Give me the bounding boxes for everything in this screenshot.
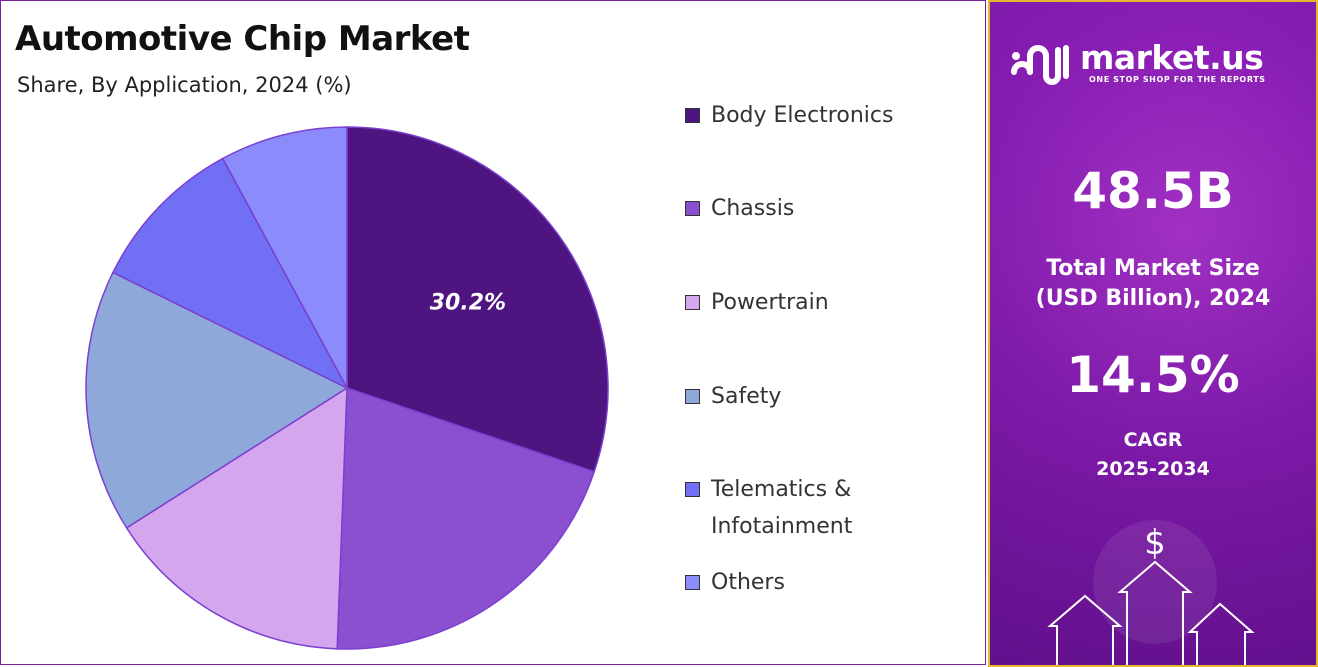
- market-size-value: 48.5B: [1072, 162, 1234, 220]
- legend-item-safety: Safety: [685, 378, 911, 415]
- pie-slice-chassis: [336, 386, 596, 650]
- legend-item-chassis: Chassis: [685, 190, 911, 227]
- pie-slice-powertrain: [125, 386, 348, 650]
- growth-decoration: $: [1047, 520, 1255, 665]
- chart-subtitle: Share, By Application, 2024 (%): [17, 73, 352, 97]
- legend-swatch: [685, 575, 700, 590]
- up-arrow-icon: [1047, 560, 1255, 665]
- panel-background-overlay: [990, 2, 1316, 665]
- market-summary-panel: market.us ONE STOP SHOP FOR THE REPORTS …: [988, 0, 1318, 667]
- legend-label: Telematics & Infotainment: [711, 477, 853, 539]
- pie-data-label: 30.2%: [430, 290, 506, 315]
- legend-label: Powertrain: [711, 290, 829, 315]
- legend-swatch: [685, 295, 700, 310]
- legend-swatch: [685, 201, 700, 216]
- legend-item-others: Others: [685, 564, 911, 601]
- pie-slice-telematics-infotainment: [111, 157, 349, 390]
- dollar-icon: $: [1144, 523, 1166, 563]
- brand-name: market.us: [1080, 38, 1264, 77]
- market-size-label-line2: (USD Billion), 2024: [1035, 286, 1271, 311]
- legend-swatch: [685, 389, 700, 404]
- market-size-label-line1: Total Market Size: [1046, 256, 1260, 281]
- legend-item-body-electronics: Body Electronics: [685, 97, 911, 134]
- chart-panel: 30.2% Automotive Chip Market Share, By A…: [0, 0, 986, 665]
- pie-chart: 30.2%: [85, 126, 609, 650]
- pie-slice-safety: [85, 271, 349, 529]
- cagr-label-line2: 2025-2034: [1096, 458, 1210, 480]
- legend-label: Chassis: [711, 196, 795, 221]
- legend-item-telematics-infotainment: Telematics & Infotainment: [685, 471, 911, 545]
- cagr-label-line1: CAGR: [1123, 429, 1183, 451]
- legend-item-powertrain: Powertrain: [685, 284, 911, 321]
- legend-label: Safety: [711, 384, 782, 409]
- pie-slice-others: [221, 126, 348, 389]
- chart-title: Automotive Chip Market: [15, 19, 470, 59]
- legend-label: Body Electronics: [711, 103, 894, 128]
- market-us-logo-icon: [1011, 45, 1069, 85]
- cagr-label: CAGR 2025-2034: [990, 426, 1316, 484]
- market-size-label: Total Market Size (USD Billion), 2024: [990, 254, 1316, 314]
- legend-swatch: [685, 108, 700, 123]
- brand-tagline: ONE STOP SHOP FOR THE REPORTS: [1089, 75, 1266, 84]
- legend-label: Others: [711, 570, 785, 595]
- legend-swatch: [685, 482, 700, 497]
- pie-slice-body-electronics: [346, 126, 609, 473]
- cagr-value: 14.5%: [1066, 346, 1240, 404]
